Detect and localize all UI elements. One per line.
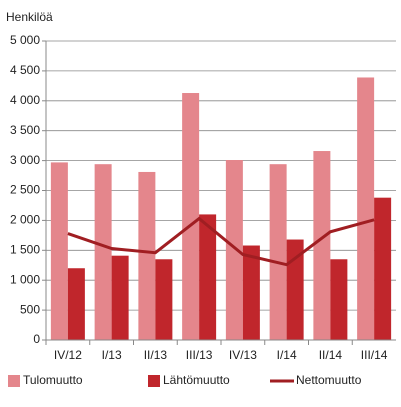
bar (67, 268, 85, 340)
y-tick-label: 0 (33, 332, 40, 346)
x-tick-label: III/14 (361, 348, 388, 362)
x-tick-label: I/13 (102, 348, 122, 362)
y-axis-label: Henkilöä (6, 10, 53, 24)
bar (330, 259, 348, 340)
bar (94, 164, 112, 340)
y-tick-label: 4 500 (10, 63, 40, 77)
y-tick-label: 1 000 (10, 272, 40, 286)
x-tick-label: IV/12 (54, 348, 82, 362)
bar (225, 160, 243, 340)
y-tick-label: 3 500 (10, 123, 40, 137)
x-tick-label: II/14 (319, 348, 343, 362)
y-tick-label: 500 (20, 302, 40, 316)
bar (374, 197, 392, 340)
legend-label: Nettomuutto (296, 373, 362, 387)
y-tick-label: 1 500 (10, 242, 40, 256)
x-tick-label: III/13 (186, 348, 213, 362)
bar (313, 151, 331, 340)
bar (182, 93, 200, 340)
y-tick-label: 3 000 (10, 153, 40, 167)
bar (269, 164, 287, 340)
bar (242, 245, 260, 340)
x-tick-label: IV/13 (229, 348, 257, 362)
bar (199, 214, 217, 340)
y-tick-label: 2 500 (10, 183, 40, 197)
bar (50, 162, 68, 340)
x-tick-label: I/14 (277, 348, 297, 362)
legend-swatch (8, 375, 20, 387)
legend-swatch (148, 375, 160, 387)
y-tick-label: 2 000 (10, 213, 40, 227)
bar (155, 259, 173, 340)
legend-label: Lähtömuutto (163, 373, 230, 387)
bar (286, 239, 304, 340)
bar (138, 171, 156, 340)
bar (111, 255, 129, 340)
y-tick-label: 5 000 (10, 33, 40, 47)
line (67, 216, 375, 267)
bar (357, 77, 375, 340)
x-tick-label: II/13 (144, 348, 168, 362)
y-tick-label: 4 000 (10, 93, 40, 107)
legend-label: Tulomuutto (23, 373, 83, 387)
